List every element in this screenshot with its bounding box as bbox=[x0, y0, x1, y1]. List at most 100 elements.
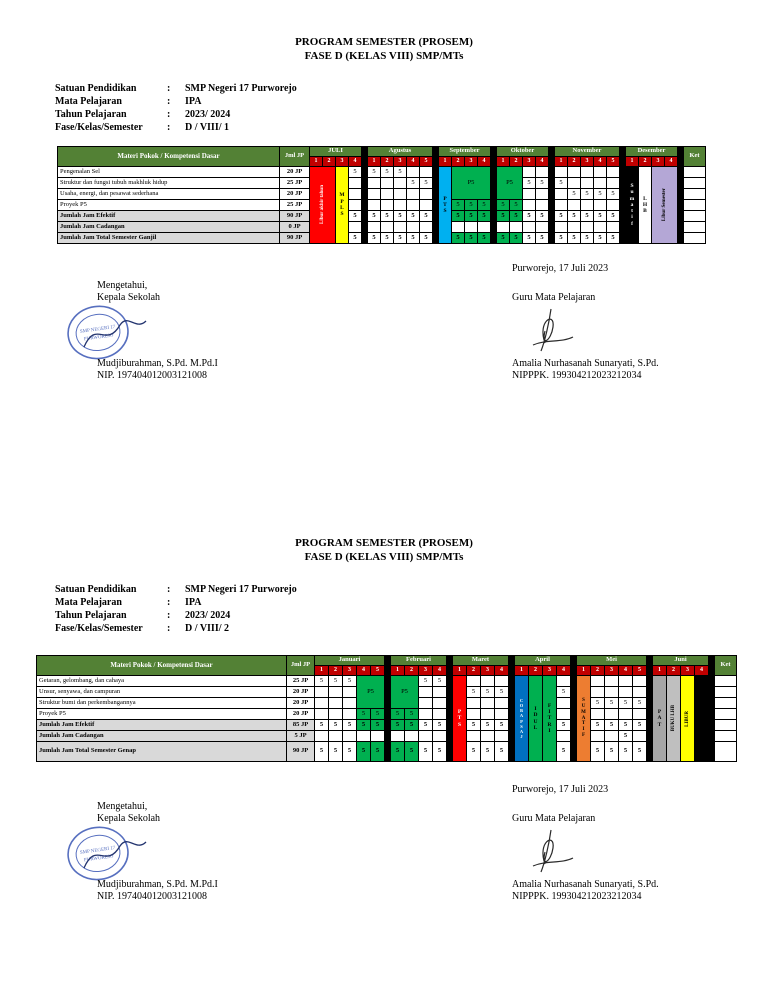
month-separator bbox=[619, 210, 626, 222]
month-separator bbox=[619, 188, 626, 200]
table-row: Jumlah Jam Cadangan 5 JP 5 bbox=[36, 730, 737, 742]
week-cell: 5 bbox=[367, 210, 381, 222]
week-cell: 5 bbox=[477, 210, 491, 222]
jml-cell: 5 JP bbox=[286, 730, 315, 742]
week-number: 1 bbox=[625, 156, 639, 167]
info-value: SMP Negeri 17 Purworejo bbox=[185, 83, 297, 94]
week-cell: 5 bbox=[370, 741, 385, 762]
week-cell: 5 bbox=[404, 708, 419, 720]
ket-cell bbox=[683, 232, 706, 244]
week-cell: 5 bbox=[393, 232, 407, 244]
week-cell: 5 bbox=[480, 686, 495, 698]
week-cell bbox=[314, 686, 329, 698]
week-cell: 5 bbox=[466, 719, 481, 731]
week-number: 3 bbox=[418, 665, 433, 676]
week-cell bbox=[342, 730, 357, 742]
week-cell bbox=[328, 697, 343, 709]
ket-cell bbox=[714, 697, 737, 709]
week-cell bbox=[314, 730, 329, 742]
week-cell bbox=[606, 221, 620, 233]
week-cell: 5 bbox=[418, 719, 433, 731]
table-row: Jumlah Jam Cadangan 0 JP bbox=[57, 221, 706, 233]
svg-text:SMP NEGERI 17: SMP NEGERI 17 bbox=[80, 325, 116, 335]
month-separator bbox=[446, 741, 453, 762]
week-cell: 5 bbox=[567, 210, 581, 222]
month-header: Februari bbox=[390, 655, 447, 666]
jml-cell: 20 JP bbox=[279, 188, 310, 200]
info-label: Fase/Kelas/Semester bbox=[55, 122, 143, 133]
week-cell bbox=[406, 199, 420, 211]
week-cell: 5 bbox=[432, 719, 447, 731]
week-cell: 5 bbox=[494, 741, 509, 762]
prosem-table: Materi Pokok / Kompetensi Dasar Jml JP JUL… bbox=[57, 146, 706, 244]
week-cell bbox=[632, 708, 647, 720]
week-cell: 5 bbox=[348, 210, 362, 222]
school-stamp-icon: SMP NEGERI 17 PURWOREJO bbox=[67, 305, 147, 360]
month-header: Maret bbox=[452, 655, 509, 666]
week-cell bbox=[419, 166, 433, 178]
month-separator bbox=[508, 741, 515, 762]
month-separator bbox=[570, 719, 577, 731]
info-row: Satuan Pendidikan: SMP Negeri 17 Purworej… bbox=[55, 82, 297, 95]
table-row: Proyek P5 20 JP 5 5 5 5 bbox=[36, 708, 737, 720]
week-cell bbox=[604, 686, 619, 698]
materi-cell: Struktur dan fungsi tubuh makhluk hidup bbox=[57, 177, 280, 189]
colon: : bbox=[167, 623, 171, 634]
week-cell bbox=[406, 221, 420, 233]
week-cell bbox=[590, 730, 605, 742]
week-cell bbox=[618, 675, 633, 687]
materi-cell: Jumlah Jam Efektif bbox=[36, 719, 287, 731]
month-separator bbox=[619, 221, 626, 233]
week-number: 4 bbox=[432, 665, 447, 676]
week-cell: 5 bbox=[496, 199, 510, 211]
week-cell: 5 bbox=[580, 232, 594, 244]
jml-cell: 90 JP bbox=[279, 232, 310, 244]
week-number: 3 bbox=[604, 665, 619, 676]
table-row: Unsur, senyawa, dan campuran 20 JP 5 5 5 5 bbox=[36, 686, 737, 698]
month-header: September bbox=[438, 146, 491, 157]
week-cell bbox=[314, 708, 329, 720]
info-value: D / VIII/ 1 bbox=[185, 122, 229, 133]
week-number: 4 bbox=[356, 665, 371, 676]
week-number: 3 bbox=[480, 665, 495, 676]
block-p5: P5 bbox=[390, 675, 419, 709]
week-cell: 5 bbox=[567, 232, 581, 244]
week-cell bbox=[342, 697, 357, 709]
week-cell bbox=[419, 221, 433, 233]
week-number: 4 bbox=[406, 156, 420, 167]
week-cell: 5 bbox=[494, 719, 509, 731]
week-cell bbox=[554, 166, 568, 178]
teacher-label: Guru Mata Pelajaran bbox=[512, 813, 596, 824]
headmaster-nip: NIP. 197404012003121008 bbox=[97, 891, 208, 902]
week-cell bbox=[348, 188, 362, 200]
table-row: Jumlah Jam Total Semester Ganjil 90 JP 5 5 5… bbox=[57, 232, 706, 244]
week-cell: 5 bbox=[380, 210, 394, 222]
info-label: Mata Pelajaran bbox=[55, 96, 122, 107]
week-cell bbox=[632, 675, 647, 687]
info-value: IPA bbox=[185, 597, 202, 608]
week-cell bbox=[522, 221, 536, 233]
week-cell: 5 bbox=[328, 741, 343, 762]
teacher-nip: NIPPPK. 199304212023212034 bbox=[512, 370, 642, 381]
week-cell: 5 bbox=[451, 210, 465, 222]
week-number: 2 bbox=[509, 156, 523, 167]
week-number: 2 bbox=[404, 665, 419, 676]
month-separator bbox=[432, 188, 439, 200]
prosem-table-semester-2: Materi Pokok / Kompetensi Dasar Jml JP Jan… bbox=[36, 655, 737, 762]
week-cell bbox=[494, 697, 509, 709]
week-number: 4 bbox=[477, 156, 491, 167]
month-separator bbox=[446, 719, 453, 731]
week-cell: 5 bbox=[477, 232, 491, 244]
week-cell: 5 bbox=[480, 741, 495, 762]
week-cell bbox=[567, 199, 581, 211]
ket-header: Ket bbox=[714, 655, 737, 676]
week-cell bbox=[593, 177, 607, 189]
week-number: 5 bbox=[419, 156, 433, 167]
place-date: Purworejo, 17 Juli 2023 bbox=[512, 784, 609, 795]
month-header: Desember bbox=[625, 146, 678, 157]
week-cell: 5 bbox=[522, 232, 536, 244]
week-cell bbox=[418, 730, 433, 742]
table-row: Struktur dan fungsi tubuh makhluk hidup 2… bbox=[57, 177, 706, 189]
